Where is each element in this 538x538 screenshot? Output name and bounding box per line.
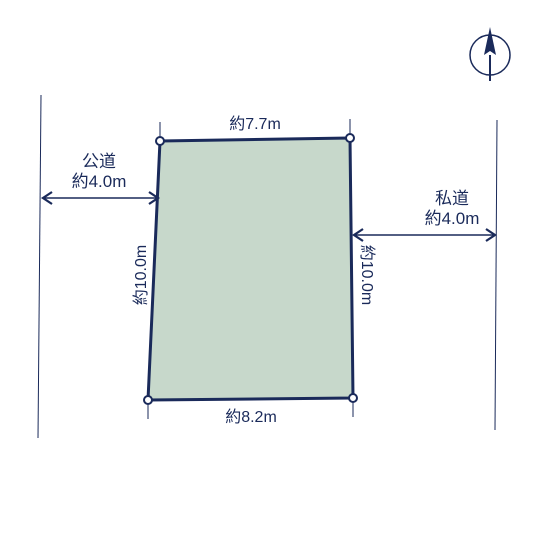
plot-diagram: 約7.7m 約8.2m 約10.0m 約10.0m 公道 約4.0m 私道 約4… [0, 0, 538, 538]
road-right-line [495, 120, 497, 430]
road-left-label1: 公道 [82, 152, 116, 171]
road-left-line [38, 95, 41, 438]
road-right-label2: 約4.0m [425, 209, 480, 228]
dim-left: 約10.0m [132, 245, 150, 305]
dim-top: 約7.7m [229, 115, 281, 133]
road-left-label2: 約4.0m [72, 172, 127, 191]
dim-right: 約10.0m [358, 245, 376, 305]
plot-polygon [148, 138, 353, 400]
dim-bottom: 約8.2m [225, 408, 277, 426]
compass-icon [470, 27, 510, 81]
road-right-label1: 私道 [435, 189, 469, 208]
